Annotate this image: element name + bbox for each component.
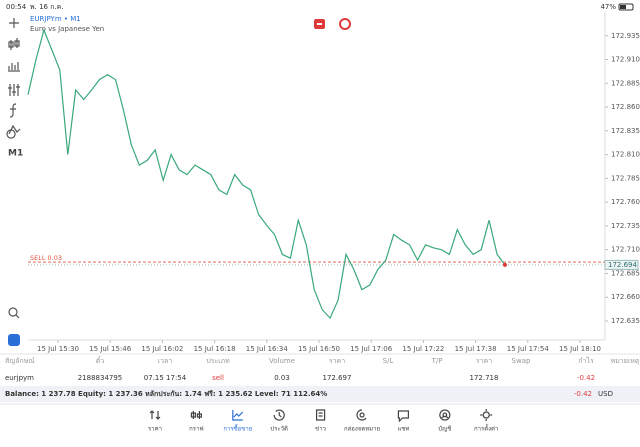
table-cell: 2188834795 bbox=[78, 374, 123, 382]
column-header: ตั๋ว bbox=[96, 356, 105, 365]
chart-title: EURJPYm • M1 bbox=[30, 15, 81, 23]
nav-icon[interactable] bbox=[480, 409, 493, 421]
column-header: ประเภท bbox=[206, 357, 230, 365]
y-tick-label: 172.785 bbox=[611, 174, 640, 182]
summary-text: Balance: 1 237.78 Equity: 1 237.36 หลักป… bbox=[5, 390, 327, 398]
column-header: Swap bbox=[512, 357, 531, 365]
objects-icon[interactable] bbox=[6, 124, 21, 139]
one-click-toggle[interactable] bbox=[339, 18, 351, 30]
summary-bar bbox=[0, 386, 640, 402]
nav-icon[interactable] bbox=[149, 410, 161, 420]
y-tick-label: 172.835 bbox=[611, 127, 640, 135]
y-tick-label: 172.735 bbox=[611, 222, 640, 230]
y-tick-label: 172.660 bbox=[611, 293, 640, 301]
y-tick-label: 172.685 bbox=[611, 269, 640, 277]
nav-label[interactable]: ราคา bbox=[148, 426, 162, 433]
column-header: T/P bbox=[431, 357, 443, 365]
nav-icon[interactable] bbox=[316, 409, 326, 421]
nav-icon[interactable] bbox=[273, 409, 285, 421]
toolbar bbox=[6, 18, 21, 319]
order-label: SELL 0.03 bbox=[30, 254, 62, 262]
column-header: หมายเหตุ bbox=[611, 357, 640, 365]
y-tick-label: 172.810 bbox=[611, 151, 640, 159]
summary-currency: USD bbox=[598, 390, 613, 398]
nav-label[interactable]: กราฟ bbox=[189, 426, 203, 433]
battery-icon bbox=[618, 3, 634, 11]
table-cell: eurjpym bbox=[5, 374, 34, 382]
column-header: สัญลักษณ์ bbox=[5, 357, 35, 365]
y-tick-label: 172.935 bbox=[611, 32, 640, 40]
y-tick-label: 172.760 bbox=[611, 198, 640, 206]
y-tick-label: 172.860 bbox=[611, 103, 640, 111]
y-tick-label: 172.710 bbox=[611, 246, 640, 254]
table-cell: -0.42 bbox=[577, 374, 595, 382]
x-tick-label: 15 Jul 16:02 bbox=[141, 345, 183, 353]
nav-icon[interactable] bbox=[190, 411, 202, 419]
column-header: S/L bbox=[383, 357, 394, 365]
column-header: กำไร bbox=[578, 356, 594, 365]
table-cell: 172.697 bbox=[323, 374, 352, 382]
y-tick-label: 172.885 bbox=[611, 79, 640, 87]
indicators-icon[interactable] bbox=[8, 62, 20, 72]
table-cell: 07.15 17:54 bbox=[144, 374, 187, 382]
trade-button-glyph bbox=[317, 23, 322, 25]
x-tick-label: 15 Jul 15:46 bbox=[89, 345, 132, 353]
search-handle bbox=[15, 314, 20, 319]
battery: 47% bbox=[600, 3, 616, 11]
column-header: เวลา bbox=[158, 357, 173, 365]
timeframe[interactable]: M1 bbox=[8, 149, 23, 159]
table-cell: 172.718 bbox=[470, 374, 499, 382]
nav-icons bbox=[149, 409, 493, 423]
y-tick-label: 172.910 bbox=[611, 56, 640, 64]
nav-label[interactable]: แชท bbox=[397, 426, 409, 433]
crosshair-icon[interactable] bbox=[9, 18, 19, 28]
column-header: ราคา bbox=[476, 357, 492, 365]
nav-icon[interactable] bbox=[356, 409, 367, 421]
nav-label[interactable]: ข่าว bbox=[315, 426, 326, 433]
x-tick-label: 15 Jul 17:06 bbox=[350, 345, 393, 353]
nav-icon[interactable] bbox=[232, 410, 244, 421]
nav-label[interactable]: กล่องจดหมาย bbox=[344, 426, 380, 433]
nav-label[interactable]: ประวัติ bbox=[270, 426, 288, 433]
x-tick-label: 15 Jul 17:54 bbox=[507, 345, 550, 353]
x-tick-label: 15 Jul 15:30 bbox=[37, 345, 79, 353]
x-tick-label: 15 Jul 16:18 bbox=[194, 345, 236, 353]
price-line-series bbox=[27, 28, 506, 320]
x-tick-label: 15 Jul 17:38 bbox=[455, 345, 497, 353]
table-cell: sell bbox=[212, 374, 224, 382]
candles-icon[interactable] bbox=[8, 38, 20, 50]
table-cell: 0.03 bbox=[274, 374, 290, 382]
x-tick-label: 15 Jul 16:50 bbox=[298, 345, 340, 353]
summary-profit: -0.42 bbox=[574, 390, 592, 398]
last-price-dot bbox=[503, 262, 507, 267]
nav-label[interactable]: บัญชี bbox=[438, 425, 451, 433]
nav-icon[interactable] bbox=[397, 410, 409, 423]
column-header: Volume bbox=[269, 357, 295, 365]
settings-icon[interactable] bbox=[8, 84, 20, 96]
price-tag bbox=[604, 259, 639, 270]
nav-icon[interactable] bbox=[439, 409, 451, 421]
nav-label[interactable]: การตั้งค่า bbox=[474, 423, 498, 433]
chart-subtitle: Euro vs Japanese Yen bbox=[30, 25, 104, 33]
function-icon[interactable] bbox=[9, 103, 17, 118]
status-time: 00:54 bbox=[6, 3, 27, 11]
price-tag-label: 172.694 bbox=[608, 261, 637, 269]
nav-label[interactable]: การซื้อขาย bbox=[223, 423, 252, 433]
column-header: ราคา bbox=[329, 357, 345, 365]
battery-level bbox=[620, 5, 626, 9]
status-date: พ. 16 ก.ค. bbox=[30, 3, 64, 11]
app-icon[interactable] bbox=[8, 334, 20, 346]
y-tick-label: 172.635 bbox=[611, 317, 640, 325]
x-tick-label: 15 Jul 17:22 bbox=[402, 345, 444, 353]
x-tick-label: 15 Jul 16:34 bbox=[246, 345, 289, 353]
search-icon[interactable] bbox=[8, 307, 18, 317]
x-tick-label: 15 Jul 18:10 bbox=[559, 345, 601, 353]
